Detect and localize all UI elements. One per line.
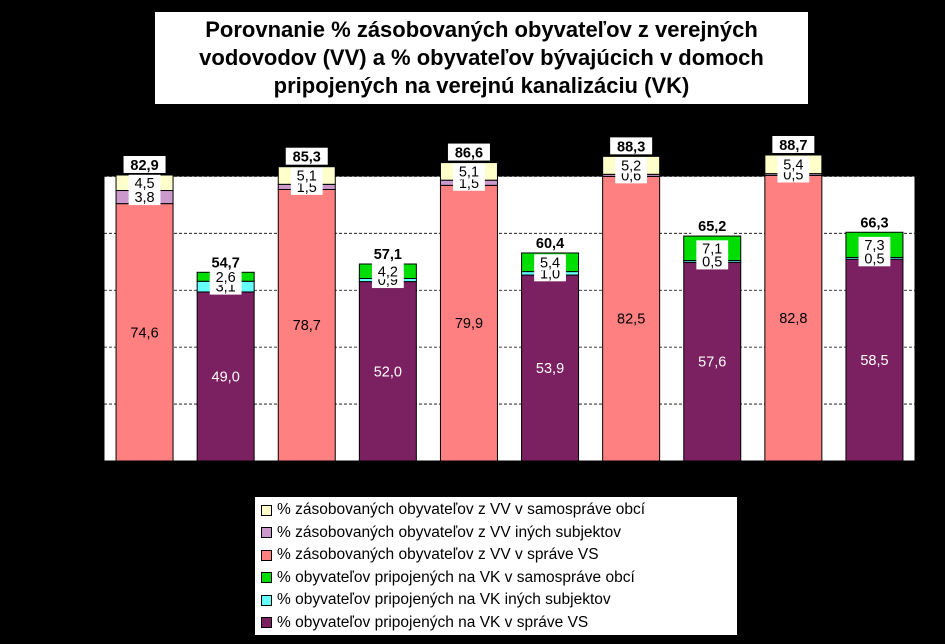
data-label: 52,0 (374, 364, 402, 380)
bar-segment (358, 281, 417, 462)
data-label: 49,0 (212, 369, 240, 385)
data-label: 1,0 (540, 266, 560, 282)
data-label-bg (128, 174, 161, 191)
legend-swatch (261, 504, 272, 516)
legend-label: % obyvateľov pripojených na VK iných sub… (277, 591, 611, 609)
bar-segment (683, 261, 742, 462)
total-label: 65,2 (698, 219, 726, 235)
data-label: 82,8 (779, 311, 807, 327)
legend-entry: % zásobovaných obyvateľov z VV v správe … (261, 544, 737, 567)
total-label: 85,3 (293, 150, 321, 166)
total-label-bg (691, 217, 734, 235)
total-label-bg (123, 155, 166, 173)
data-label-bg (696, 240, 729, 257)
data-label-bg (371, 263, 404, 280)
data-label: 74,6 (130, 325, 158, 341)
bar-segment (845, 258, 904, 462)
legend-entry: % zásobovaných obyvateľov z VV v samospr… (261, 499, 737, 522)
data-label: 1,5 (297, 180, 317, 196)
data-label: 3,8 (134, 190, 154, 206)
data-label: 2,6 (216, 270, 236, 286)
legend-label: % zásobovaných obyvateľov z VV v správe … (277, 546, 599, 564)
data-label: 1,5 (459, 176, 479, 192)
bar-segment (115, 203, 174, 462)
total-label: 57,1 (374, 247, 402, 263)
legend-entry: % obyvateľov pripojených na VK iných sub… (261, 589, 737, 612)
total-label: 82,9 (130, 158, 158, 174)
total-label-bg (610, 137, 653, 155)
data-label: 7,1 (702, 241, 722, 257)
data-label-bg (858, 250, 891, 267)
bar-segment (277, 188, 336, 462)
total-label-bg (853, 213, 896, 231)
data-label: 5,1 (459, 164, 479, 180)
bar-segment (196, 291, 255, 462)
data-label: 5,4 (540, 255, 560, 271)
data-label: 5,1 (297, 169, 317, 185)
data-label: 82,5 (617, 312, 645, 328)
data-label-bg (615, 157, 648, 174)
total-label-bg (204, 253, 247, 271)
total-label: 88,7 (779, 138, 807, 154)
data-label-bg (209, 268, 242, 285)
data-label-bg (290, 167, 323, 184)
total-label: 54,7 (212, 255, 240, 271)
total-label-bg (447, 143, 490, 161)
legend-entry: % obyvateľov pripojených na VK v správe … (261, 612, 737, 635)
data-label: 58,5 (860, 353, 888, 369)
data-label: 79,9 (455, 316, 483, 332)
total-label-bg (772, 135, 815, 153)
legend: % zásobovaných obyvateľov z VV v samospr… (255, 497, 737, 635)
data-label: 5,2 (621, 158, 641, 174)
total-label: 60,4 (536, 236, 564, 252)
data-label: 4,2 (378, 264, 398, 280)
data-label: 5,4 (783, 157, 803, 173)
legend-swatch (261, 572, 272, 584)
data-label-bg (858, 236, 891, 253)
data-label: 7,3 (864, 238, 884, 254)
data-label: 78,7 (293, 318, 321, 334)
legend-label: % obyvateľov pripojených na VK v samospr… (277, 568, 635, 586)
data-label-bg (696, 253, 729, 270)
legend-label: % obyvateľov pripojených na VK v správe … (277, 613, 589, 631)
legend-label: % zásobovaných obyvateľov z VV iných sub… (277, 523, 621, 541)
stacked-bar-chart: 74,63,84,582,949,03,12,654,778,71,55,185… (103, 135, 916, 462)
data-label-bg (453, 163, 485, 180)
legend-swatch (261, 527, 272, 539)
total-label-bg (529, 233, 572, 251)
total-label: 86,6 (455, 146, 483, 162)
total-label: 66,3 (860, 215, 888, 231)
data-label: 53,9 (536, 361, 564, 377)
legend-entry: % zásobovaných obyvateľov z VV iných sub… (261, 522, 737, 545)
legend-entry: % obyvateľov pripojených na VK v samospr… (261, 567, 737, 590)
legend-label: % zásobovaných obyvateľov z VV v samospr… (277, 501, 646, 519)
data-label: 0,5 (702, 254, 722, 270)
chart-title: Porovnanie % zásobovaných obyvateľov z v… (199, 17, 764, 98)
legend-swatch (261, 617, 272, 629)
chart-title-box: Porovnanie % zásobovaných obyvateľov z v… (155, 12, 808, 104)
data-label: 4,5 (134, 176, 154, 192)
data-label-bg (128, 189, 161, 206)
data-label: 57,6 (698, 355, 726, 371)
legend-swatch (261, 549, 272, 561)
data-labels: 74,63,84,582,949,03,12,654,778,71,55,185… (123, 135, 896, 385)
bar-segment (521, 274, 580, 462)
data-label-bg (777, 156, 810, 173)
legend-swatch (261, 594, 272, 606)
total-label-bg (366, 245, 409, 263)
data-label-bg (534, 254, 566, 271)
bar-segment (439, 184, 498, 462)
total-label-bg (285, 147, 328, 165)
data-label: 0,5 (864, 251, 884, 267)
total-label: 88,3 (617, 139, 645, 155)
